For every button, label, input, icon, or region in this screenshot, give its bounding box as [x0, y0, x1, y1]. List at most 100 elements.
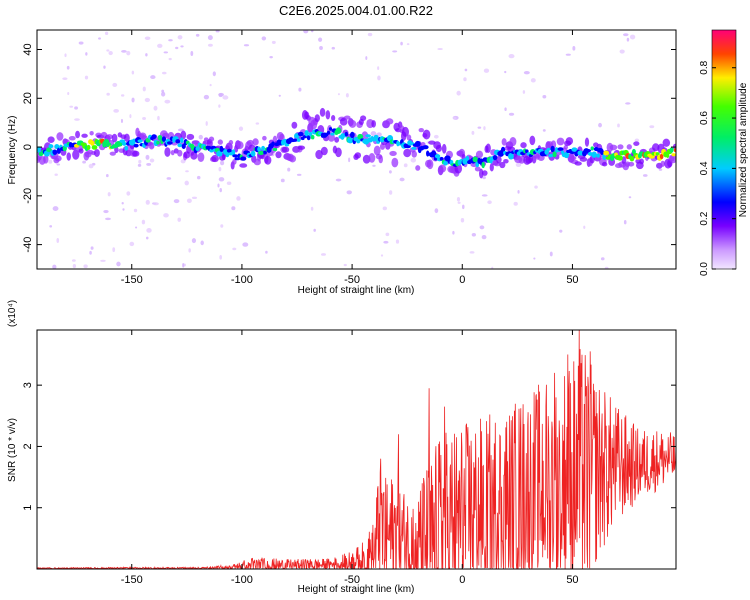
- spectrogram-speckle: [400, 41, 403, 46]
- spectrogram-core-cell: [557, 147, 564, 151]
- spectrogram-speckle: [370, 131, 377, 136]
- spectrogram-speckle: [116, 261, 121, 267]
- spectrogram-speckle: [559, 229, 563, 233]
- spectrogram-speckle: [150, 75, 156, 80]
- spectrogram-band-cell: [435, 144, 442, 153]
- spectrogram-core-cell: [414, 140, 421, 147]
- spectrogram-speckle: [403, 163, 408, 168]
- spectrogram-band-cell: [190, 151, 198, 160]
- spectrogram-band-cell: [54, 155, 62, 162]
- spectrogram-speckle: [78, 41, 84, 45]
- top-x-axis-label: Height of straight line (km): [298, 285, 415, 296]
- spectrogram-core-cell: [151, 134, 157, 140]
- spectrogram-core-cell: [175, 139, 181, 144]
- spectrogram-speckle: [180, 45, 184, 48]
- spectrogram-core-cell: [291, 138, 298, 142]
- spectrogram-band-cell: [569, 155, 577, 161]
- spectrogram-band-cell: [89, 130, 94, 136]
- spectrogram-speckle: [565, 53, 571, 56]
- spectrogram-band-cell: [281, 146, 290, 153]
- spectrogram-core-cell: [226, 148, 232, 153]
- spectrogram-band-cell: [617, 144, 624, 150]
- spectrogram-speckle: [142, 86, 146, 92]
- spectrogram-band-cell: [66, 152, 71, 161]
- spectrogram-speckle: [90, 246, 94, 250]
- spectrogram-speckle: [231, 206, 236, 211]
- spectrogram-speckle: [367, 32, 373, 37]
- spectrogram-core-cell: [56, 147, 61, 154]
- spectrogram-speckle: [108, 51, 113, 56]
- spectrogram-band-cell: [662, 138, 671, 147]
- spectrogram-core-cell: [232, 154, 239, 158]
- spectrogram-band-cell: [633, 141, 640, 146]
- spectrogram-speckle: [177, 128, 184, 132]
- colorbar-tick-label: 0.2: [699, 211, 710, 225]
- spectrogram-speckle: [190, 51, 194, 57]
- top-y-axis-label: Frequency (Hz): [7, 116, 18, 185]
- spectrogram-band-cell: [509, 137, 517, 147]
- spectrogram-core-cell: [552, 151, 557, 158]
- bottom-x-tick-label: -100: [231, 574, 253, 586]
- spectrogram-band-cell: [474, 166, 481, 172]
- spectrogram-speckle: [395, 239, 400, 244]
- spectrogram-speckle: [122, 208, 125, 211]
- spectrogram-speckle: [175, 46, 179, 50]
- spectrogram-core-cell: [240, 156, 247, 161]
- spectrogram-band-cell: [148, 142, 155, 150]
- spectrogram-speckle: [434, 208, 439, 214]
- spectrogram-speckle: [200, 240, 204, 246]
- spectrogram-band-cell: [186, 133, 195, 141]
- spectrogram-core-cell: [137, 139, 143, 143]
- spectrogram-core-cell: [328, 127, 333, 131]
- spectrogram-core-cell: [585, 149, 592, 153]
- spectrogram-speckle: [168, 39, 173, 42]
- spectrogram-band-cell: [262, 135, 267, 141]
- spectrogram-band-cell: [368, 153, 376, 163]
- spectrogram-band-cell: [563, 145, 569, 150]
- spectrogram-speckle: [452, 230, 455, 235]
- spectrogram-speckle: [298, 87, 302, 92]
- spectrogram-speckle: [320, 253, 326, 256]
- spectrogram-speckle: [437, 47, 443, 51]
- spectrogram-speckle: [56, 237, 60, 243]
- spectrogram-speckle: [145, 53, 148, 57]
- spectrogram-core-cell: [91, 145, 98, 150]
- spectrogram-band-cell: [180, 130, 187, 140]
- bottom-y-tick-label: 2: [22, 443, 34, 449]
- spectrogram-band-cell: [109, 151, 116, 156]
- spectrogram-speckle: [49, 225, 53, 228]
- spectrogram-band-cell: [111, 133, 118, 143]
- bottom-y-axis-label: SNR (10 * v/v): [7, 418, 18, 482]
- spectrogram-core-cell: [234, 157, 241, 161]
- spectrogram-speckle: [642, 174, 648, 177]
- spectrogram-speckle: [144, 97, 151, 103]
- spectrogram-speckle: [74, 118, 80, 121]
- spectrogram-speckle: [209, 83, 212, 87]
- spectrogram-speckle: [296, 173, 302, 176]
- spectrogram-core-cell: [422, 145, 429, 150]
- spectrogram-speckle: [513, 201, 518, 206]
- spectrogram-speckle: [121, 49, 127, 53]
- spectrogram-core-cell: [571, 147, 578, 152]
- spectrogram-speckle: [625, 102, 631, 105]
- spectrogram-band-cell: [78, 148, 84, 154]
- spectrogram-speckle: [163, 51, 169, 54]
- spectrogram-core-cell: [472, 156, 479, 163]
- top-y-ticks: -40 -20 0 20 40: [22, 43, 676, 253]
- spectrogram-speckle: [628, 196, 632, 199]
- bottom-y-tick-label: 1: [22, 505, 34, 511]
- spectrogram-band-cell: [385, 118, 394, 125]
- spectrogram-band-cell: [297, 145, 306, 150]
- spectrogram-band-cell: [660, 160, 666, 167]
- spectrogram-speckle: [623, 220, 627, 225]
- spectrogram-speckle: [491, 266, 494, 269]
- spectrogram-speckle: [504, 70, 507, 74]
- spectrogram-speckle: [106, 173, 109, 178]
- spectrogram-core-cell: [306, 135, 311, 141]
- spectrogram-band-cell: [507, 146, 516, 152]
- spectrogram-band-cell: [211, 154, 219, 163]
- spectrogram-speckle: [533, 257, 536, 260]
- spectrogram-core-cell: [52, 149, 58, 155]
- spectrogram-speckle: [205, 121, 208, 126]
- spectrogram-speckle: [549, 251, 553, 257]
